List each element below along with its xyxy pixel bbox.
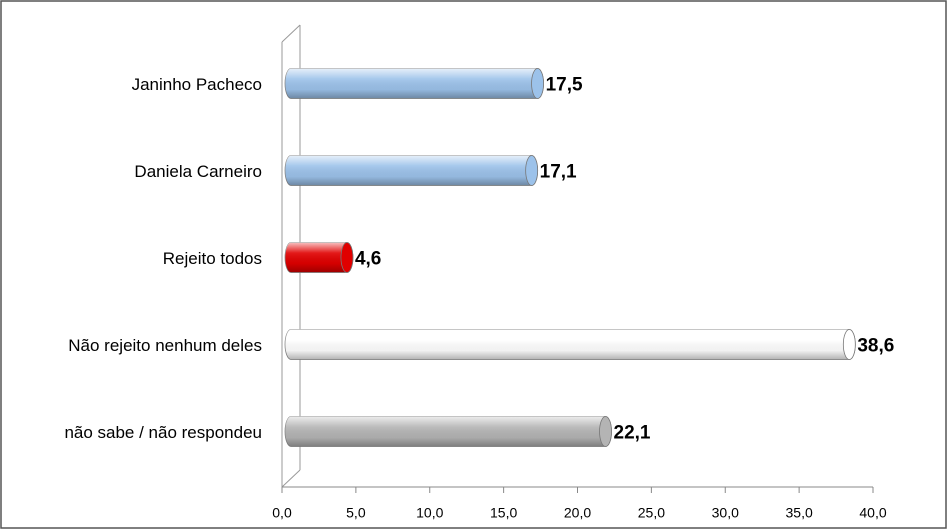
value-label: 4,6 bbox=[355, 249, 381, 270]
x-tick-label: 25,0 bbox=[638, 505, 665, 521]
bar-group bbox=[284, 416, 612, 447]
x-tick-label: 40,0 bbox=[859, 505, 886, 521]
x-tick-label: 15,0 bbox=[490, 505, 517, 521]
category-label: Não rejeito nenhum deles bbox=[68, 336, 262, 355]
bar-group bbox=[284, 329, 856, 360]
x-tick-label: 30,0 bbox=[712, 505, 739, 521]
x-tick-label: 20,0 bbox=[564, 505, 591, 521]
bar-cap bbox=[340, 242, 354, 273]
value-label: 38,6 bbox=[857, 336, 894, 357]
bar-shine bbox=[285, 242, 353, 273]
category-label: Janinho Pacheco bbox=[132, 75, 262, 94]
bar-cap bbox=[525, 155, 539, 186]
bar-group bbox=[284, 68, 544, 99]
bar-group bbox=[284, 155, 539, 186]
x-tick-label: 5,0 bbox=[346, 505, 366, 521]
bar-cap bbox=[531, 68, 544, 99]
category-label: Rejeito todos bbox=[163, 249, 262, 268]
bar-shine bbox=[285, 68, 544, 99]
bar-cap bbox=[842, 329, 856, 360]
x-tick-label: 10,0 bbox=[416, 505, 443, 521]
bar-cap bbox=[599, 416, 612, 447]
category-label: não sabe / não respondeu bbox=[64, 423, 262, 442]
value-label: 22,1 bbox=[614, 423, 651, 444]
category-label: Daniela Carneiro bbox=[134, 162, 262, 181]
x-tick-label: 35,0 bbox=[786, 505, 813, 521]
bar-shine bbox=[285, 329, 856, 360]
value-label: 17,5 bbox=[546, 75, 583, 96]
bar-shine bbox=[285, 155, 538, 186]
bar-group bbox=[284, 242, 354, 273]
bar-shine bbox=[285, 416, 612, 447]
value-label: 17,1 bbox=[540, 162, 577, 183]
x-tick-label: 0,0 bbox=[272, 505, 292, 521]
